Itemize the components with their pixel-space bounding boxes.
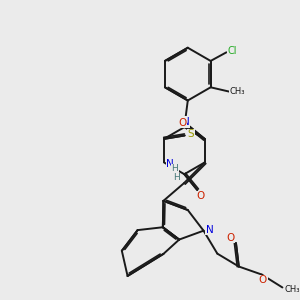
Text: O: O bbox=[226, 233, 234, 243]
Text: O: O bbox=[178, 118, 187, 128]
Text: N: N bbox=[182, 117, 189, 127]
Text: O: O bbox=[259, 275, 267, 285]
Text: S: S bbox=[188, 129, 194, 139]
Text: N: N bbox=[206, 224, 214, 235]
Text: N: N bbox=[167, 159, 174, 169]
Text: O: O bbox=[196, 191, 205, 201]
Text: CH₃: CH₃ bbox=[230, 87, 245, 96]
Text: H: H bbox=[172, 164, 178, 173]
Text: Cl: Cl bbox=[228, 46, 238, 56]
Text: H: H bbox=[173, 173, 179, 182]
Text: CH₃: CH₃ bbox=[285, 285, 300, 294]
